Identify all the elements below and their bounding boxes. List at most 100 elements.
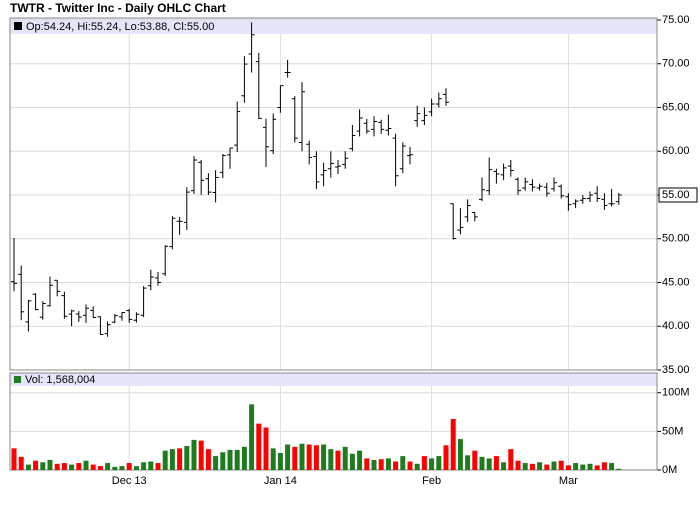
y-tick-label: 65.00 [662, 101, 690, 113]
y-tick-label: 70.00 [662, 58, 690, 70]
x-tick-label: Jan 14 [264, 475, 297, 487]
price-header: Op:54.24, Hi:55.24, Lo:53.88, Cl:55.00 [26, 21, 214, 33]
chart-title: TWTR - Twitter Inc - Daily OHLC Chart [10, 1, 226, 15]
volume-bar [457, 439, 463, 470]
volume-bar [263, 427, 269, 470]
volume-bar [220, 452, 226, 470]
volume-bar [177, 448, 183, 470]
volume-bar [105, 463, 111, 470]
y-tick-label: 35.00 [662, 364, 690, 376]
volume-bar [198, 440, 204, 470]
volume-bar [565, 465, 571, 470]
volume-bar [25, 464, 31, 470]
volume-bar [349, 453, 355, 470]
volume-bar [443, 445, 449, 470]
price-header-band [10, 18, 657, 34]
volume-bar [18, 456, 24, 470]
volume-bar [234, 449, 240, 470]
volume-bar [522, 463, 528, 470]
volume-bar [97, 466, 103, 470]
volume-tick-label: 100M [662, 387, 690, 399]
volume-bar [47, 459, 53, 470]
volume-bar [292, 446, 298, 470]
volume-bar [407, 461, 413, 470]
volume-bar [486, 458, 492, 470]
volume-bar [364, 458, 370, 470]
volume-bar [529, 463, 535, 470]
volume-bar [299, 443, 305, 470]
y-tick-label: 55.00 [662, 189, 690, 201]
y-tick-label: 60.00 [662, 145, 690, 157]
volume-bar [112, 466, 118, 470]
volume-bar [493, 456, 499, 470]
price-frame [9, 17, 658, 371]
volume-bar [213, 456, 219, 470]
y-tick-label: 40.00 [662, 320, 690, 332]
volume-bar [537, 462, 543, 470]
volume-bar [609, 463, 615, 470]
volume-bar [342, 446, 348, 470]
volume-bar [90, 464, 96, 470]
volume-bar [148, 461, 154, 470]
volume-bar [169, 449, 175, 470]
volume-bar [61, 463, 67, 470]
volume-bar [421, 456, 427, 470]
volume-header: Vol: 1,568,004 [25, 374, 95, 386]
volume-bar [479, 456, 485, 470]
volume-bar [133, 466, 139, 470]
volume-frame [9, 372, 658, 471]
volume-header-band [10, 373, 657, 386]
volume-bar [205, 449, 211, 470]
y-tick-label: 50.00 [662, 233, 690, 245]
volume-bar [191, 439, 197, 470]
volume-bar [227, 449, 233, 470]
volume-bar [508, 449, 514, 470]
volume-bar [616, 468, 622, 470]
volume-bar [184, 446, 190, 470]
volume-bar [393, 461, 399, 470]
volume-bar [371, 459, 377, 470]
volume-bar [544, 464, 550, 470]
volume-bar [321, 444, 327, 470]
volume-bar [270, 448, 276, 470]
volume-bar [465, 455, 471, 470]
volume-bar [335, 450, 341, 470]
volume-bar [54, 463, 60, 470]
volume-bar [551, 461, 557, 470]
volume-bar [69, 464, 75, 470]
volume-bar [450, 419, 456, 470]
volume-bar [277, 453, 283, 470]
volume-bar [429, 458, 435, 470]
last-price-box [658, 187, 698, 203]
volume-bar [313, 445, 319, 470]
price-legend-swatch [14, 22, 22, 30]
volume-bar [285, 444, 291, 470]
volume-bar [601, 462, 607, 470]
volume-bar [126, 463, 132, 470]
volume-bar [83, 460, 89, 470]
volume-bar [587, 463, 593, 470]
volume-bar [162, 450, 168, 470]
volume-bar [241, 446, 247, 470]
volume-bar [472, 450, 478, 470]
x-tick-label: Mar [559, 475, 578, 487]
volume-bar [141, 462, 147, 470]
volume-bar [573, 463, 579, 470]
volume-bar [558, 460, 564, 470]
volume-bar [328, 449, 334, 470]
volume-bar [501, 462, 507, 470]
volume-legend-swatch [14, 376, 21, 383]
volume-bar [436, 456, 442, 470]
volume-bar [385, 458, 391, 470]
volume-tick-label: 0M [662, 464, 677, 476]
volume-bar [515, 460, 521, 470]
volume-bar [400, 456, 406, 470]
volume-bar [76, 463, 82, 470]
volume-bar [357, 450, 363, 470]
volume-tick-label: 50M [662, 425, 683, 437]
volume-bar [119, 466, 125, 470]
volume-bar [40, 462, 46, 470]
